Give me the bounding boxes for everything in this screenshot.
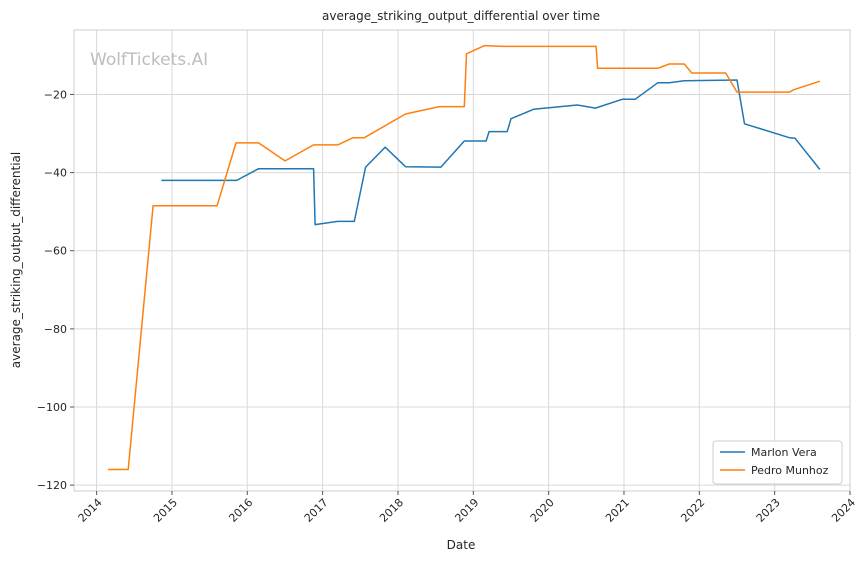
y-tick-label: −80 bbox=[44, 323, 67, 336]
legend: Marlon Vera Pedro Munhoz bbox=[712, 440, 843, 485]
y-tick-label: −120 bbox=[37, 479, 67, 492]
x-tick-label: 2021 bbox=[603, 496, 632, 525]
y-axis-ticks: −120 −100 −80 −60 −40 −20 bbox=[37, 88, 74, 492]
gridlines bbox=[74, 30, 851, 491]
x-tick-label: 2015 bbox=[151, 496, 180, 525]
x-tick-label: 2019 bbox=[452, 496, 481, 525]
series-line-marlon-vera bbox=[161, 79, 821, 226]
watermark: WolfTickets.AI bbox=[90, 50, 208, 70]
chart-title: average_striking_output_differential ove… bbox=[322, 9, 600, 23]
series-layer bbox=[107, 44, 821, 471]
y-axis-title: average_striking_output_differential bbox=[9, 152, 23, 368]
y-tick-label: −40 bbox=[44, 167, 67, 180]
x-tick-label: 2022 bbox=[678, 496, 707, 525]
y-tick-label: −20 bbox=[44, 88, 67, 101]
y-tick-label: −60 bbox=[44, 245, 67, 258]
x-tick-label: 2020 bbox=[528, 496, 557, 525]
x-tick-label: 2014 bbox=[76, 496, 105, 525]
legend-label-marlon-vera: Marlon Vera bbox=[751, 446, 817, 459]
x-tick-label: 2017 bbox=[302, 496, 331, 525]
series-line-pedro-munhoz bbox=[107, 44, 821, 471]
x-tick-label: 2018 bbox=[377, 496, 406, 525]
x-tick-label: 2016 bbox=[226, 496, 255, 525]
y-tick-label: −100 bbox=[37, 401, 67, 414]
plot-frame bbox=[73, 29, 851, 492]
x-axis-title: Date bbox=[447, 538, 476, 552]
legend-box bbox=[712, 440, 843, 485]
x-axis-ticks: 2014 2015 2016 2017 2018 2019 2020 2021 2022 2023… bbox=[76, 491, 858, 525]
legend-label-pedro-munhoz: Pedro Munhoz bbox=[751, 464, 829, 477]
x-tick-label: 2024 bbox=[829, 496, 858, 525]
x-tick-label: 2023 bbox=[754, 496, 783, 525]
